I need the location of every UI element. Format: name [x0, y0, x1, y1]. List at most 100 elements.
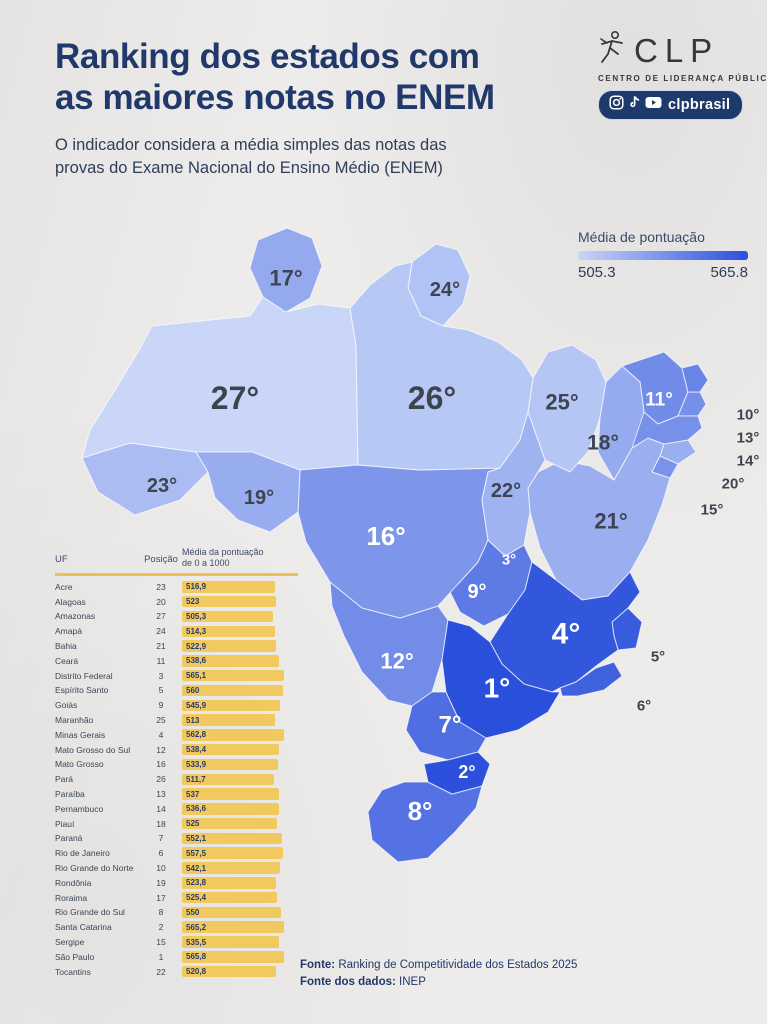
- state-name: Acre: [55, 581, 73, 592]
- map-rank-label-ap: 24°: [430, 279, 460, 301]
- score-bar-cell: 525,4: [182, 891, 300, 904]
- col-header-uf: UF: [55, 554, 68, 565]
- map-rank-label-sp: 1°: [484, 673, 511, 704]
- score-value: 535,5: [186, 937, 207, 947]
- map-state-ro: [195, 451, 301, 533]
- map-rank-label-pe: 14°: [737, 453, 760, 470]
- tiktok-icon[interactable]: [628, 95, 641, 115]
- clp-logo-text: CLP: [634, 31, 720, 69]
- state-position: 19: [156, 877, 166, 888]
- youtube-icon[interactable]: [645, 96, 662, 114]
- header-rule: [55, 573, 298, 576]
- state-name: Ceará: [55, 655, 79, 666]
- score-bar-cell: 516,9: [182, 581, 300, 593]
- table-row-se: Sergipe 15 535,5: [55, 935, 300, 950]
- score-bar-cell: 537: [182, 788, 300, 800]
- source-line: Fonte: Ranking de Competitividade dos Es…: [300, 959, 578, 971]
- table-row-ro: Rondônia 19 523,8: [55, 875, 300, 890]
- score-bar: 565,1: [182, 669, 284, 682]
- state-name: Goiás: [55, 700, 78, 711]
- state-name: Santa Catarina: [55, 922, 112, 933]
- map-rank-label-am: 27°: [211, 380, 259, 416]
- score-value: 525,4: [186, 893, 207, 903]
- score-bar: 533,9: [182, 758, 279, 771]
- table-row-am: Amazonas 27 505,3: [55, 609, 300, 624]
- state-position: 6: [158, 848, 164, 859]
- score-bar-cell: 520,8: [182, 965, 300, 978]
- map-rank-label-ro: 19°: [244, 487, 274, 509]
- table-row-rn: Rio Grande do Norte 10 542,1: [55, 861, 300, 876]
- map-rank-label-pi: 18°: [587, 432, 619, 455]
- state-position: 24: [156, 626, 166, 637]
- table-row-rs: Rio Grande do Sul 8 550: [55, 905, 300, 920]
- score-bar-cell: 536,6: [182, 803, 300, 815]
- score-value: 565,1: [186, 671, 207, 681]
- table-row-rr: Roraima 17 525,4: [55, 890, 300, 905]
- state-position: 12: [156, 744, 166, 755]
- ranking-table: UF Posição Média da pontuação de 0 a 100…: [55, 547, 300, 979]
- legend-min-value: 505.3: [578, 264, 616, 281]
- table-header: UF Posição Média da pontuação de 0 a 100…: [55, 547, 300, 568]
- instagram-icon[interactable]: [609, 95, 624, 115]
- state-position: 9: [158, 700, 164, 711]
- state-position: 10: [156, 863, 166, 874]
- page-subtitle: O indicador considera a média simples da…: [55, 134, 447, 180]
- social-pill[interactable]: clpbrasil: [598, 90, 744, 120]
- map-rank-label-rj: 6°: [637, 698, 651, 715]
- table-row-pe: Pernambuco 14 536,6: [55, 801, 300, 816]
- score-value: 565,8: [186, 952, 207, 962]
- table-row-sp: São Paulo 1 565,8: [55, 949, 300, 964]
- score-bar-cell: 514,3: [182, 625, 300, 638]
- score-value: 513: [186, 715, 200, 725]
- table-row-pa: Pará 26 511,7: [55, 772, 300, 787]
- score-bar: 511,7: [182, 773, 275, 785]
- score-value: 533,9: [186, 759, 207, 769]
- score-bar: 565,8: [182, 951, 284, 963]
- score-bar-cell: 523,8: [182, 877, 300, 889]
- score-bar: 523,8: [182, 877, 277, 889]
- map-state-sc: [423, 751, 491, 795]
- score-value: 537: [186, 789, 200, 799]
- score-value: 552,1: [186, 833, 207, 843]
- score-bar: 557,5: [182, 847, 283, 859]
- map-rank-label-to: 22°: [491, 480, 521, 502]
- state-name: Minas Gerais: [55, 729, 106, 740]
- score-value: 562,8: [186, 730, 207, 740]
- score-value: 557,5: [186, 848, 207, 858]
- table-row-al: Alagoas 20 523: [55, 594, 300, 609]
- map-rank-label-ba: 21°: [594, 509, 627, 534]
- table-row-to: Tocantins 22 520,8: [55, 964, 300, 979]
- state-name: Paraíba: [55, 789, 85, 800]
- map-rank-label-pb: 13°: [737, 430, 760, 447]
- score-value: 560: [186, 685, 200, 695]
- state-name: Paraná: [55, 833, 83, 844]
- table-row-sc: Santa Catarina 2 565,2: [55, 920, 300, 935]
- state-name: Bahia: [55, 641, 77, 652]
- social-handle[interactable]: clpbrasil: [668, 97, 731, 113]
- score-bar: 562,8: [182, 729, 284, 741]
- state-position: 23: [156, 581, 166, 592]
- score-value: 514,3: [186, 626, 207, 636]
- score-bar-cell: 565,8: [182, 951, 300, 963]
- score-bar-cell: 522,9: [182, 640, 300, 652]
- state-name: Espírito Santo: [55, 685, 109, 696]
- brand-block: CLP CENTRO DE LIDERANÇA PÚBLICA: [598, 30, 767, 120]
- title-line-2: as maiores notas no ENEM: [55, 78, 495, 117]
- score-bar-cell: 542,1: [182, 862, 300, 874]
- map-rank-label-df: 3°: [502, 552, 516, 569]
- state-name: Pará: [55, 774, 73, 785]
- score-bar: 523: [182, 595, 277, 608]
- score-bar: 522,9: [182, 640, 277, 652]
- score-value: 505,3: [186, 611, 207, 621]
- map-state-pa: [349, 261, 534, 471]
- score-bar-cell: 557,5: [182, 847, 300, 859]
- state-position: 26: [156, 774, 166, 785]
- score-bar: 505,3: [182, 610, 274, 623]
- score-bar: 550: [182, 906, 282, 919]
- score-value: 538,6: [186, 656, 207, 666]
- table-body: Acre 23 516,9 Alagoas 20 523 Amazonas 27 505,3 Am…: [55, 580, 300, 980]
- map-rank-label-ms: 12°: [380, 649, 413, 674]
- score-bar: 537: [182, 788, 279, 800]
- score-bar-cell: 545,9: [182, 699, 300, 712]
